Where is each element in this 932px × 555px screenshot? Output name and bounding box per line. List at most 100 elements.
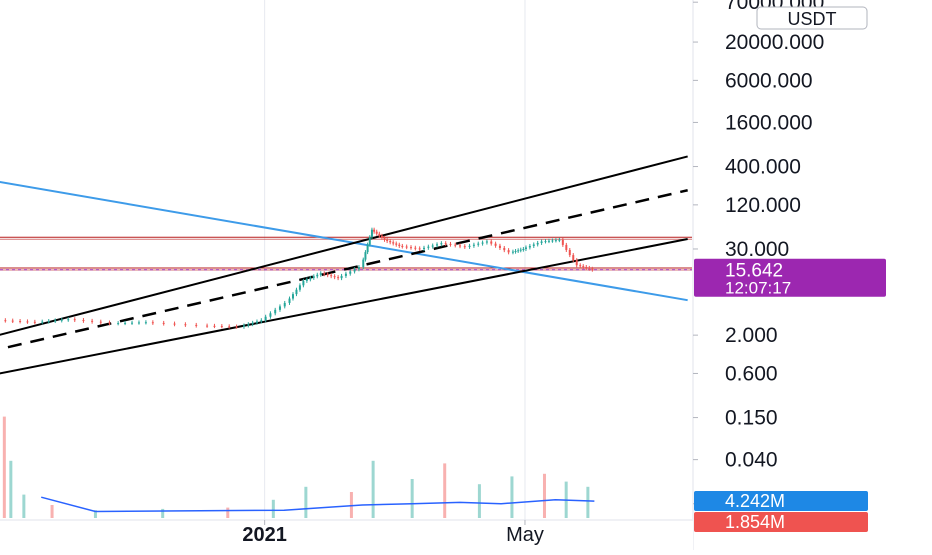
price-tick-label: 0.600 [725,362,778,385]
candle-body [370,229,373,238]
candle-body [389,241,392,243]
candle-body [108,322,111,324]
candle-body [558,239,561,241]
volume-bar [271,499,275,518]
volume-ma-line [41,496,595,513]
candle-body [522,248,525,250]
candle-body [582,266,585,268]
candle-body [54,320,57,322]
candle-body [251,322,254,325]
price-axis[interactable]: 70000.00020000.0006000.0001600.000400.00… [692,0,932,550]
candle-body [260,320,263,322]
price-tick-label: 2.000 [725,324,778,347]
candle-body [477,243,480,245]
candle-body [353,269,356,272]
candle-body [283,302,286,307]
candle-body [568,249,571,256]
candle-body [357,267,360,270]
candle-body [319,273,322,275]
candle-body [312,276,315,278]
volume-bar [304,486,308,518]
candle-body [524,247,527,249]
candle-body [494,243,497,246]
candle-body [255,321,258,323]
candle-body [427,246,430,248]
candle-body [547,240,550,242]
candle-body [364,252,367,260]
candle-body [173,323,176,325]
time-tick-label: May [506,524,544,546]
candle-body [99,321,102,323]
candle-body [591,268,594,270]
volume-bar [22,494,26,518]
candle-body [536,242,539,245]
candle-body [184,324,187,326]
candle-body [511,251,514,253]
price-tick-label: 1600.000 [725,111,813,134]
candle-body [444,243,447,245]
volume-ma-label: 1.854M [725,512,785,532]
candle-body [19,321,22,323]
candle-countdown-label: 12:07:17 [725,279,791,298]
candle-body [514,250,517,252]
candle-body [373,229,376,232]
candle-body [481,242,484,244]
candle-body [47,321,50,323]
candle-body [454,244,457,246]
candle-body [405,246,408,248]
time-tick-label: 2021 [242,524,287,546]
volume-bar [477,484,481,518]
volume-layer [2,416,595,518]
currency-badge[interactable] [756,6,868,30]
candle-body [551,240,554,242]
price-tick-label: 0.150 [725,407,778,430]
price-tick-label: 20000.000 [725,31,824,54]
candle-body [137,322,140,324]
candle-body [380,235,383,238]
candle-body [60,319,63,321]
time-axis[interactable]: 2021 May [0,520,693,550]
candle-body [449,243,452,245]
candle-body [309,277,312,280]
candle-body [82,320,85,322]
candle-body [247,324,250,326]
candle-body [414,247,417,249]
candle-body [398,244,401,246]
candle-body [151,322,154,324]
candle-body [4,320,7,322]
candle-body [519,249,522,251]
candle-body [124,322,127,324]
candle-body [485,241,488,243]
candle-body [459,245,462,247]
candle-body [392,242,395,244]
grid-layer [0,0,692,521]
volume-bar [510,476,514,518]
candle-body [235,326,238,328]
volume-bar [2,416,6,518]
candle-body [565,244,568,250]
drawing-layer [0,155,692,375]
candle-body [579,265,582,267]
candle-body [472,244,475,246]
channel-upper-line [0,155,688,336]
candle-body [540,241,543,243]
candle-body [366,244,369,253]
volume-bar [226,507,230,518]
candle-body [544,241,547,243]
candle-body [344,273,347,276]
candle-body [220,326,223,328]
candle-body [362,259,365,268]
candle-body [242,325,245,327]
candle-body [588,267,591,269]
candle-body [507,250,510,253]
candle-body [340,275,343,279]
candle-body [131,322,134,324]
volume-bar [9,460,13,518]
currency-label: USDT [788,9,837,29]
last-price-label: 15.642 [725,261,783,282]
candle-body [409,247,412,249]
trendline [0,181,688,302]
candle-body [195,324,198,326]
